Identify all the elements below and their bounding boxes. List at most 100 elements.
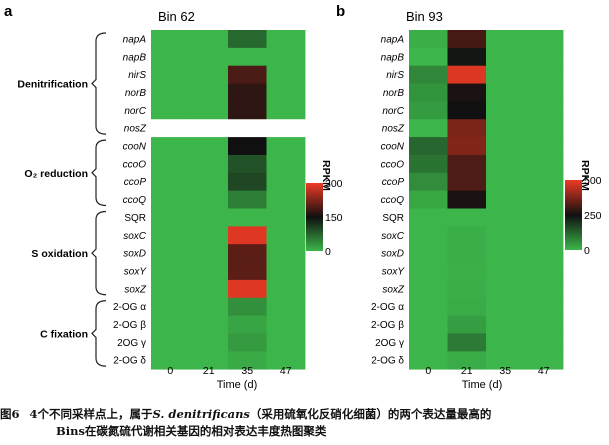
- gene-label: ccoP: [124, 177, 147, 188]
- heatmap-cell: [151, 244, 190, 263]
- legend-tick-label: 150: [325, 212, 343, 224]
- heatmap-cell: [228, 137, 267, 156]
- heatmap-cell: [266, 172, 306, 192]
- heatmap-cell: [409, 315, 448, 334]
- heatmap-cell: [524, 47, 564, 67]
- heatmap-cell: [486, 190, 525, 209]
- gene-label: napA: [123, 34, 147, 45]
- heatmap-cell: [266, 297, 306, 316]
- heatmap-cell: [151, 226, 190, 245]
- heatmap-cell: [409, 244, 448, 263]
- heatmap-cell: [486, 137, 525, 156]
- heatmap-cell: [266, 101, 306, 120]
- heatmap-cell: [524, 351, 564, 370]
- gene-label: napA: [381, 34, 405, 45]
- time-tick-label: 21: [203, 365, 215, 377]
- heatmap-cell: [447, 244, 487, 263]
- gene-label: soxC: [123, 231, 147, 242]
- heatmap-cell: [151, 30, 190, 49]
- heatmap-cell: [447, 30, 487, 49]
- caption-text-prefix: 4个不同采样点上，属于: [29, 407, 153, 421]
- colorbar-a: [306, 183, 323, 251]
- panel-letter-b: b: [336, 3, 345, 20]
- legend-tick-label: 0: [584, 245, 590, 257]
- heatmap-cell: [151, 83, 190, 102]
- heatmap-cell: [266, 190, 306, 209]
- heatmap-cell: [447, 190, 487, 209]
- heatmap-cell: [228, 279, 267, 299]
- heatmap-cell: [151, 190, 190, 209]
- gene-label: norC: [124, 106, 146, 117]
- gene-label: ccoP: [382, 177, 405, 188]
- heatmap-cell: [189, 137, 229, 156]
- heatmap-cell: [447, 65, 487, 84]
- caption-line-2: Bins在碳氮硫代谢相关基因的相对表达丰度热图聚类: [56, 424, 327, 438]
- group-bracket: [91, 32, 107, 135]
- heatmap-cell: [189, 351, 229, 370]
- heatmap-cell: [409, 333, 448, 352]
- heatmap-cell: [266, 315, 306, 334]
- heatmap-cell: [266, 47, 306, 67]
- heatmap-cell: [524, 83, 564, 102]
- legend-ticks-b: 500 250 0: [584, 175, 602, 257]
- group-label: S oxidation: [31, 248, 88, 260]
- heatmap-cell: [189, 172, 229, 192]
- heatmap-cell: [447, 154, 487, 174]
- heatmap-cell: [409, 208, 448, 227]
- heatmap-cell: [524, 172, 564, 192]
- time-tick-label: 47: [538, 365, 550, 377]
- heatmap-cell: [447, 297, 487, 316]
- heatmap-cell: [266, 65, 306, 84]
- group-label: O₂ reduction: [24, 168, 88, 180]
- heatmap-cell: [189, 226, 229, 245]
- gene-label: SQR: [124, 213, 146, 224]
- panel-title-a: Bin 62: [158, 9, 195, 24]
- gene-label: nirS: [386, 70, 404, 81]
- heatmap-cell: [409, 119, 448, 138]
- heatmap-cell: [524, 262, 564, 281]
- heatmap-cell: [447, 47, 487, 67]
- heatmap-cell: [447, 119, 487, 138]
- heatmap-cell: [409, 83, 448, 102]
- heatmap-cell: [151, 262, 190, 281]
- gene-label: 2-OG β: [113, 320, 146, 331]
- heatmap-cell: [228, 83, 267, 102]
- heatmap-cell: [486, 101, 525, 120]
- time-tick-label: 35: [499, 365, 511, 377]
- gene-label: norC: [382, 106, 404, 117]
- group-bracket: [91, 139, 107, 207]
- heatmap-cell: [189, 65, 229, 84]
- heatmap-cell: [228, 30, 267, 49]
- heatmap-cell: [486, 279, 525, 299]
- heatmap-cell: [486, 208, 525, 227]
- heatmap-cell: [409, 101, 448, 120]
- heatmap-cell: [447, 315, 487, 334]
- heatmap-cell: [524, 137, 564, 156]
- gene-label: 2-OG δ: [371, 356, 404, 367]
- heatmap-cell: [409, 351, 448, 370]
- heatmap-cell: [524, 244, 564, 263]
- gene-label: soxZ: [382, 284, 405, 295]
- heatmap-grid-a: [151, 30, 306, 370]
- caption-species: S. denitrificans: [152, 407, 250, 421]
- heatmap-cell: [447, 137, 487, 156]
- heatmap-cell: [151, 154, 190, 174]
- heatmap-cell: [228, 333, 267, 352]
- gene-label: soxZ: [124, 284, 147, 295]
- heatmap-cell: [189, 101, 229, 120]
- gene-labels-a: napA napB nirS norB norC nosZ cooN ccoO ccoP ccoQ…: [113, 34, 147, 366]
- heatmap-cell: [486, 47, 525, 67]
- time-tick-label: 0: [167, 365, 173, 377]
- heatmap-cell: [409, 190, 448, 209]
- heatmap-cell: [266, 262, 306, 281]
- heatmap-cell: [486, 226, 525, 245]
- gene-label: norB: [125, 88, 146, 99]
- heatmap-cell: [228, 297, 267, 316]
- heatmap-cell: [189, 279, 229, 299]
- gene-label: napB: [381, 52, 405, 63]
- time-tick-labels-a: 0 21 35 47: [167, 365, 291, 377]
- caption-text-suffix: （采用硫氧化反硝化细菌）的两个表达量最高的: [249, 407, 492, 421]
- heatmap-cell: [228, 190, 267, 209]
- heatmap-cell: [266, 30, 306, 49]
- heatmap-cell: [189, 47, 229, 67]
